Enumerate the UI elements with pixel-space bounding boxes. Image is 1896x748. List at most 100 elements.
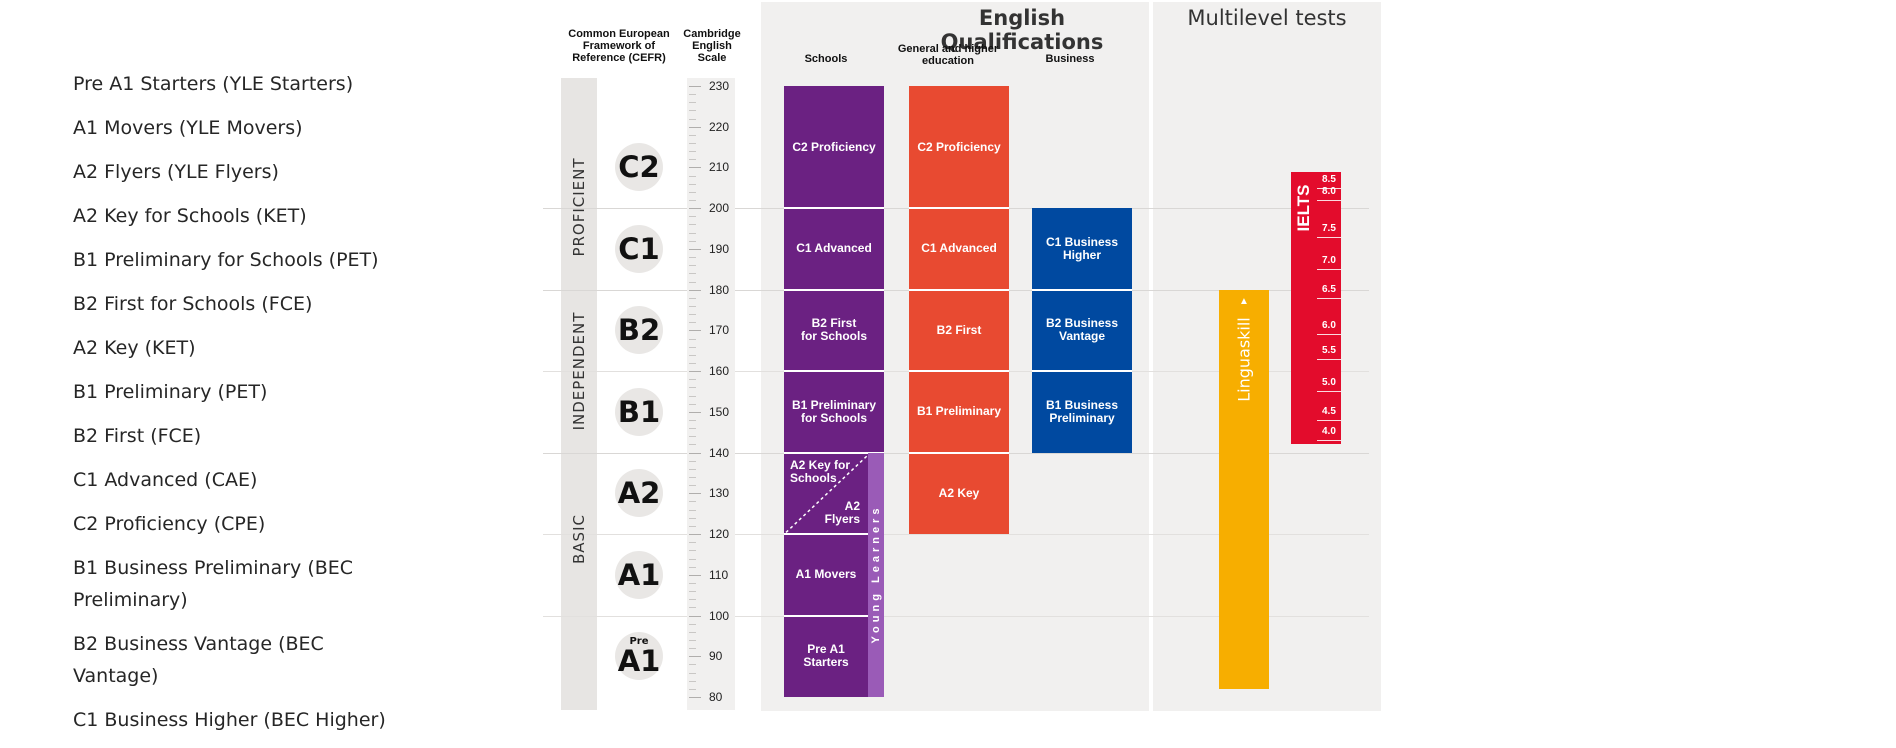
exam-list-item: B2 Business Vantage (BEC Vantage) [73, 633, 324, 687]
band-independent: INDEPENDENT [570, 311, 588, 431]
scale-tick [689, 297, 696, 299]
block-separator [784, 451, 884, 454]
a1-movers-label: A1 Movers [795, 566, 857, 581]
scale-tick [689, 672, 696, 674]
scale-tick [689, 371, 701, 373]
ielts-score-label: 6.0 [1322, 320, 1336, 332]
scale-tick [689, 224, 696, 226]
ielts-score-label: 7.5 [1322, 222, 1336, 234]
multilevel-title: Multilevel tests [1187, 6, 1347, 30]
scale-tick-label: 100 [709, 608, 730, 623]
block-separator [784, 370, 884, 373]
cefr-level-a2: A2 [615, 469, 663, 518]
scale-tick [689, 387, 696, 389]
ielts-score-label: 4.5 [1322, 405, 1336, 417]
scale-tick-label: 80 [709, 690, 723, 704]
ielts-score-tick [1317, 419, 1341, 421]
ielts-score-label: 8.0 [1322, 185, 1336, 197]
scale-tick [689, 656, 701, 658]
scale-tick-label: 90 [709, 649, 723, 664]
exam-list-item: B2 First (FCE) [73, 425, 202, 447]
gridline [543, 615, 1369, 617]
general-header: General and higher education [897, 43, 999, 67]
ielts-score-tick [1317, 334, 1341, 336]
qualification-block: A2 Key [909, 452, 1009, 535]
exam-list-item: B1 Business Preliminary (BEC Preliminary… [73, 557, 354, 611]
scale-tick [689, 102, 696, 104]
exam-list: Pre A1 Starters (YLE Starters) A1 Movers … [73, 68, 413, 748]
scale-tick [689, 338, 696, 340]
scale-tick [689, 200, 696, 202]
scale-tick [689, 208, 701, 210]
qualification-block: B1 Business Preliminary [1032, 371, 1132, 453]
ielts-score-label: 6.5 [1322, 283, 1336, 295]
exam-list-item: A2 Key for Schools (KET) [73, 205, 307, 227]
scale-header: Cambridge English Scale [683, 28, 741, 64]
diagonal-divider [785, 454, 869, 533]
scale-tick-label: 110 [709, 567, 729, 582]
cefr-pre-label: Pre [629, 635, 649, 647]
linguaskill-block [1219, 289, 1269, 689]
scale-tick-label: 130 [709, 486, 730, 501]
scale-tick-label: 150 [709, 404, 730, 419]
scale-tick [689, 289, 701, 291]
scale-tick [689, 542, 696, 544]
ielts-score-tick [1317, 391, 1341, 393]
scale-tick [689, 346, 696, 348]
scale-tick [689, 86, 701, 87]
cefr-level-c1: C1 [615, 224, 663, 273]
qualification-block: B1 Preliminary [909, 371, 1009, 453]
cefr-level-c2: C2 [615, 143, 663, 192]
block-separator [909, 288, 1009, 291]
scale-tick [689, 240, 696, 242]
scale-tick [689, 444, 696, 446]
linguaskill-label: Linguaskill [1234, 316, 1254, 402]
scale-tick [689, 379, 696, 381]
exam-list-item: B1 Preliminary (PET) [73, 381, 268, 403]
scale-tick [689, 265, 696, 267]
scale-tick-label: 190 [709, 241, 730, 256]
scale-tick [689, 110, 696, 112]
qualification-block: C1 Advanced [784, 208, 884, 290]
ielts-score-tick [1317, 440, 1341, 442]
scale-background [687, 78, 735, 710]
scale-tick [689, 175, 696, 177]
ielts-score-tick [1317, 269, 1341, 271]
scale-tick [689, 525, 696, 527]
scale-tick [689, 517, 696, 519]
exam-list-item: A2 Flyers (YLE Flyers) [73, 161, 279, 183]
diagonal-line [785, 454, 869, 533]
scale-tick-label: 220 [709, 119, 730, 134]
ielts-score-tick [1317, 297, 1341, 299]
cefr-level-a1: A1 [615, 550, 663, 599]
scale-tick-label: 170 [709, 323, 730, 338]
scale-tick [689, 428, 696, 430]
young-learners-strip [868, 452, 884, 697]
qualification-block: B1 Preliminary for Schools [784, 371, 884, 453]
scale-tick [689, 143, 696, 145]
scale-tick-label: 210 [709, 160, 730, 175]
scale-tick-label: 120 [709, 527, 730, 542]
scale-tick [689, 582, 696, 584]
scale-tick [689, 94, 696, 96]
ielts-score-label: 5.0 [1322, 377, 1336, 389]
scale-tick [689, 591, 696, 593]
scale-tick [689, 273, 696, 275]
ielts-label: IELTS [1294, 184, 1313, 231]
scale-tick [689, 623, 696, 625]
scale-tick [689, 257, 696, 259]
scale-tick [689, 566, 696, 568]
cefr-header: Common European Framework of Reference (… [568, 28, 670, 64]
scale-tick [689, 232, 696, 234]
scale-tick [689, 550, 696, 552]
exam-list-item: A2 Key (KET) [73, 337, 196, 359]
scale-tick [689, 468, 696, 470]
scale-tick [689, 118, 696, 120]
exam-list-item: C2 Proficiency (CPE) [73, 513, 266, 535]
scale-tick [689, 403, 696, 405]
exam-list-item: C1 Advanced (CAE) [73, 469, 258, 491]
scale-tick [689, 631, 696, 633]
scale-tick [689, 558, 696, 560]
cefr-level-b2: B2 [615, 306, 663, 355]
scale-tick-label: 160 [709, 364, 730, 379]
